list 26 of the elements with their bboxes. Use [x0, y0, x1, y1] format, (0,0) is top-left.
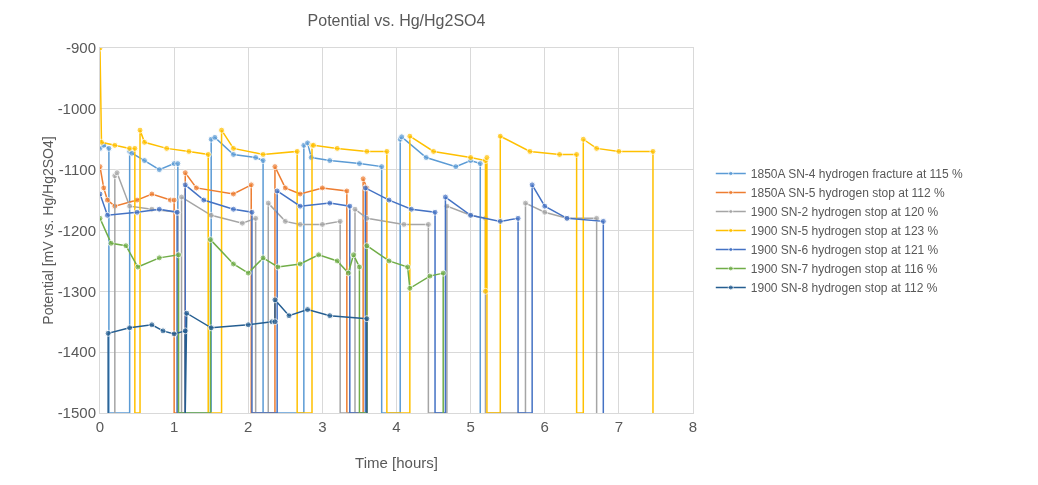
x-tick-label: 2 [244, 418, 253, 435]
x-tick-label: 6 [540, 418, 549, 435]
x-tick-label: 3 [318, 418, 327, 435]
x-axis-title: Time [hours] [355, 454, 438, 471]
y-tick-label: -1000 [57, 100, 96, 118]
y-tick-label: -1400 [57, 343, 96, 361]
y-tick-label: -1500 [57, 404, 96, 422]
x-tick-label: 1 [169, 418, 179, 435]
legend-label: 1850A SN-4 hydrogen fracture at 115 % [750, 167, 964, 182]
y-tick-label: -1300 [57, 282, 96, 300]
y-tick-label: -1200 [57, 221, 96, 239]
x-tick-label: 7 [614, 418, 624, 435]
x-tick-label: 8 [688, 418, 698, 435]
chart-title: Potential vs. Hg/Hg2SO4 [307, 11, 486, 29]
x-tick-label: 5 [466, 418, 475, 435]
legend-label: 1850A SN-5 hydrogen stop at 112 % [750, 186, 946, 201]
x-tick-label: 4 [392, 418, 401, 435]
x-tick-label: 0 [95, 418, 105, 435]
y-axis-title: Potential [mV vs. Hg/Hg2SO4] [39, 136, 56, 325]
y-tick-label: -1100 [58, 160, 96, 178]
legend-label: 1900 SN-2 hydrogen stop at 120 % [750, 205, 939, 220]
legend-label: 1900 SN-6 hydrogen stop at 121 % [750, 243, 939, 258]
legend-label: 1900 SN-7 hydrogen stop at 116 % [750, 262, 938, 277]
legend-label: 1900 SN-5 hydrogen stop at 123 % [750, 224, 939, 239]
y-tick-label: -900 [65, 39, 96, 57]
legend-label: 1900 SN-8 hydrogen stop at 112 % [750, 281, 938, 296]
